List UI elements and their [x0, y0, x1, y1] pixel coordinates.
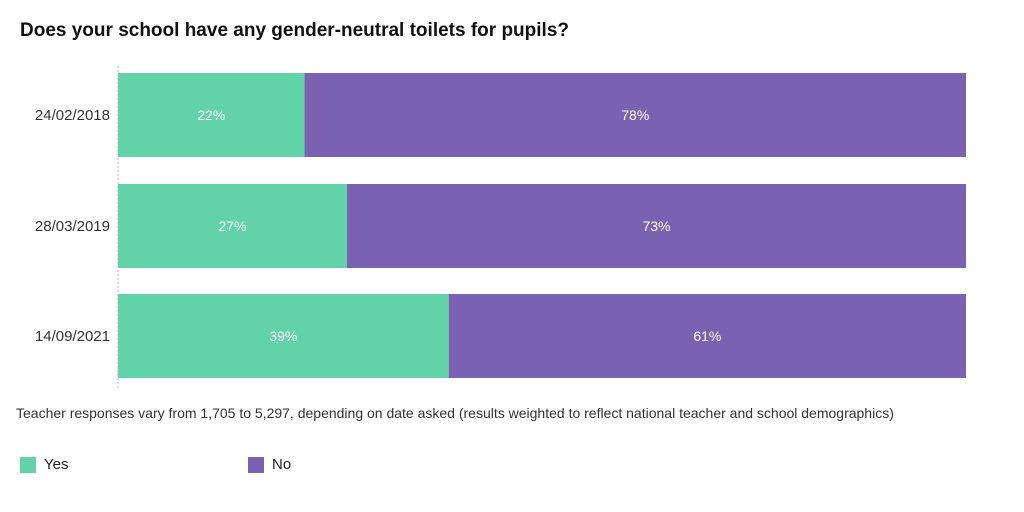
- bar-no-1: [346, 184, 967, 268]
- data-label-yes-1: 27%: [218, 218, 246, 234]
- category-tick-label-0: 24/02/2018: [35, 107, 110, 124]
- data-label-no-0: 78%: [621, 107, 649, 123]
- chart-title: Does your school have any gender-neutral…: [20, 20, 569, 41]
- legend-item-no: No: [248, 456, 291, 473]
- category-tick-label-1: 28/03/2019: [35, 218, 110, 235]
- bar-no-0: [304, 73, 966, 157]
- bar-yes-0: [118, 73, 305, 157]
- bar-no-2: [448, 294, 967, 378]
- legend-swatch-no: [248, 456, 264, 473]
- category-ticks-group: 24/02/2018 28/03/2019 14/09/2021: [35, 107, 110, 345]
- legend-label-no: No: [272, 456, 292, 473]
- data-label-yes-0: 22%: [197, 107, 225, 123]
- data-label-yes-2: 39%: [269, 328, 297, 344]
- bars-group: 22% 78% 27% 73% 39% 61%: [118, 73, 967, 378]
- legend: Yes No: [0, 456, 1024, 476]
- category-tick-label-2: 14/09/2021: [35, 328, 110, 345]
- bar-yes-1: [118, 184, 347, 268]
- legend-swatch-yes: [20, 456, 36, 473]
- data-label-no-2: 61%: [693, 328, 721, 344]
- bar-yes-2: [118, 294, 449, 378]
- stacked-bar-chart: 22% 78% 27% 73% 39% 61% 24/02/2018 28/03/2019 1…: [35, 66, 967, 390]
- legend-item-yes: Yes: [20, 456, 68, 473]
- data-label-no-1: 73%: [642, 218, 670, 234]
- legend-label-yes: Yes: [44, 456, 69, 473]
- chart-footnote: Teacher responses vary from 1,705 to 5,2…: [16, 405, 894, 421]
